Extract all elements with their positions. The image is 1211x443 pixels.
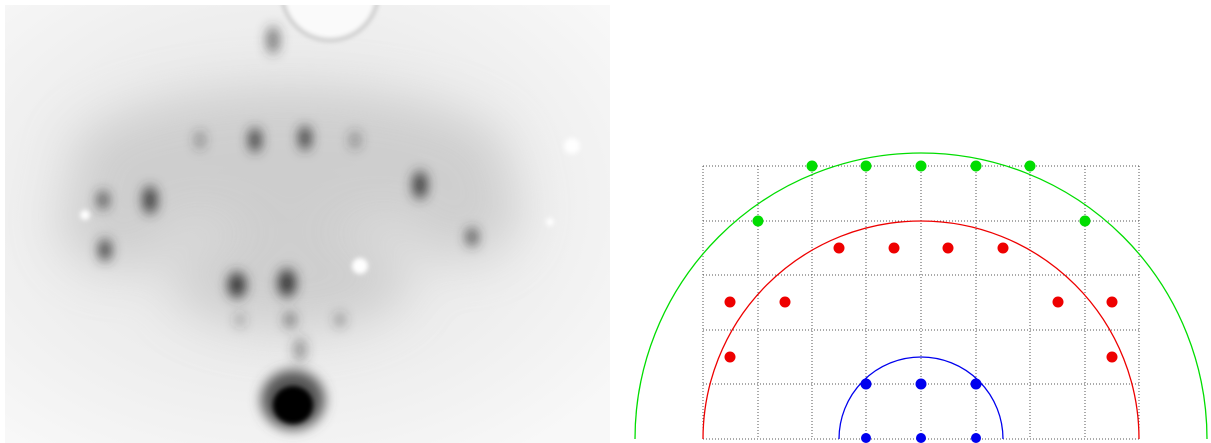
spot xyxy=(943,243,954,254)
spot xyxy=(1025,161,1036,172)
spot xyxy=(807,161,818,172)
shape xyxy=(467,228,477,246)
spot xyxy=(834,243,845,254)
spot xyxy=(861,433,871,443)
schematic xyxy=(635,153,1207,443)
spot xyxy=(725,352,736,363)
shape xyxy=(299,126,311,150)
shape xyxy=(228,272,246,298)
shape xyxy=(196,131,204,149)
shape xyxy=(336,313,344,327)
grid xyxy=(703,166,1139,439)
spot xyxy=(971,433,981,443)
spot xyxy=(1080,216,1091,227)
shape xyxy=(294,338,306,362)
spot xyxy=(80,210,90,220)
spot xyxy=(861,161,872,172)
spot xyxy=(916,161,927,172)
spot xyxy=(564,138,580,154)
shape xyxy=(98,191,108,209)
spot xyxy=(916,379,927,390)
spot xyxy=(1107,352,1118,363)
spot xyxy=(916,433,926,443)
spot xyxy=(546,218,554,226)
blue-spots xyxy=(861,379,982,443)
figure xyxy=(0,0,1211,443)
spot xyxy=(780,297,791,308)
spot xyxy=(352,258,368,274)
shape xyxy=(99,239,111,261)
spot xyxy=(998,243,1009,254)
page: (() => { const data = JSON.parse(documen… xyxy=(0,0,1211,443)
spot xyxy=(725,297,736,308)
shape xyxy=(60,170,180,270)
shape xyxy=(273,386,313,424)
shape xyxy=(413,171,427,199)
shape xyxy=(350,131,360,149)
red-spots xyxy=(725,243,1118,363)
shape xyxy=(237,313,243,327)
spot xyxy=(889,243,900,254)
spot xyxy=(971,161,982,172)
diffraction-image xyxy=(5,0,610,443)
spot xyxy=(1053,297,1064,308)
spot xyxy=(861,379,872,390)
shape xyxy=(267,26,279,54)
spot xyxy=(1107,297,1118,308)
shape xyxy=(278,269,296,297)
shape xyxy=(143,186,157,214)
shape xyxy=(285,312,295,328)
spot xyxy=(971,379,982,390)
spot xyxy=(753,216,764,227)
shape xyxy=(249,128,261,152)
